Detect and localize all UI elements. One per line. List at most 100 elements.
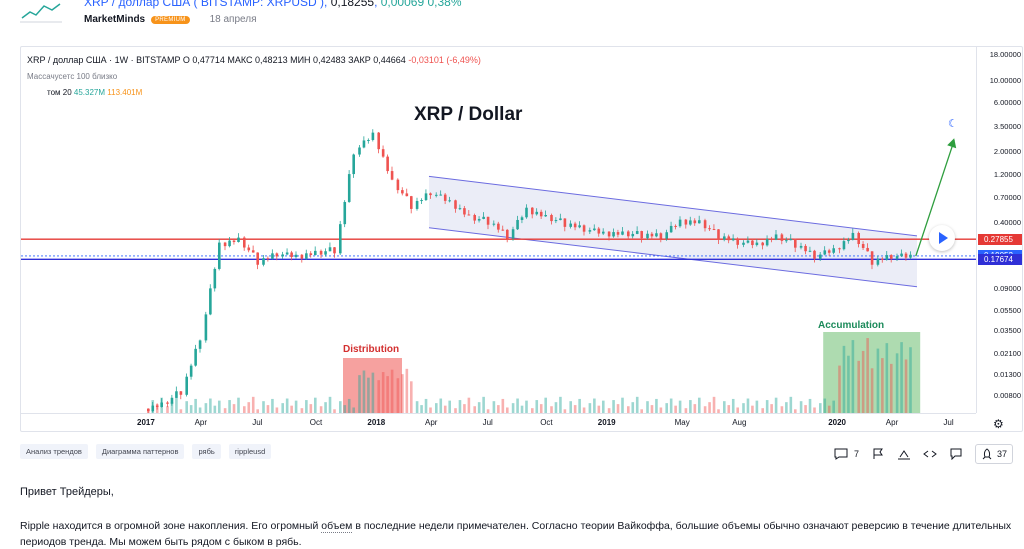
volume-bar [458, 400, 462, 413]
distribution-zone [343, 358, 402, 413]
share-button[interactable] [897, 445, 911, 463]
embed-button[interactable] [923, 445, 937, 463]
like-button[interactable]: 37 [975, 444, 1014, 464]
volume-bar [727, 405, 731, 413]
time-tick: Aug [732, 418, 747, 427]
price-chart[interactable] [21, 47, 976, 413]
volume-bar [755, 400, 759, 413]
candle-body [147, 409, 150, 412]
accumulation-label: Accumulation [818, 320, 885, 331]
candle-body [804, 245, 807, 252]
candle-body [861, 244, 865, 248]
tag-item[interactable]: rippleusd [228, 444, 272, 459]
volume-bar [904, 359, 908, 413]
volume-bar [179, 409, 183, 413]
candle-body [486, 216, 490, 225]
time-tick: 2019 [597, 418, 616, 427]
volume-bar [381, 372, 385, 413]
volume-bar [554, 402, 558, 413]
volume-bar [646, 401, 649, 413]
channel-fill [429, 176, 917, 287]
price-tick: 3.50000 [993, 122, 1021, 132]
candle-body [405, 193, 409, 197]
volume-bar [621, 397, 624, 413]
author-name[interactable]: MarketMinds [84, 14, 146, 25]
volume-bar [832, 400, 835, 413]
candle-body [198, 340, 202, 349]
candle-body [511, 229, 515, 239]
candle-body [765, 239, 769, 246]
candle-body [170, 397, 174, 404]
candle-body [415, 200, 419, 209]
volume-bar [328, 396, 332, 413]
volume-bar [362, 370, 366, 413]
volume-bar [612, 400, 615, 413]
volume-bar [659, 407, 663, 413]
settings-gear-icon[interactable]: ⚙ [993, 417, 1004, 431]
price-tick: 0.70000 [993, 193, 1021, 203]
ohlc-item: ЗАКР 0,44664 [345, 55, 406, 65]
candle-body [204, 314, 208, 341]
volume-bar [424, 398, 428, 413]
tag-item[interactable]: рябь [192, 444, 221, 459]
volume-bar [482, 396, 485, 413]
post-text-link[interactable]: объем [321, 520, 353, 533]
comment-tail-button[interactable] [949, 445, 963, 463]
candle-body [223, 242, 227, 247]
volume-bar [751, 405, 754, 413]
volume-bar [266, 405, 270, 413]
candle-body [612, 232, 615, 237]
tag-item[interactable]: Диаграмма паттернов [95, 444, 185, 459]
volume-bar [271, 398, 274, 413]
candle-body [559, 218, 562, 221]
chart-thumbnail[interactable] [20, 0, 62, 24]
candle-body [458, 208, 462, 210]
chart-widget[interactable]: XRP / доллар США · 1W · BITSTAMP О 0,477… [20, 46, 1023, 432]
tag-item[interactable]: Анализ трендов [20, 444, 88, 459]
volume-bar [838, 365, 841, 413]
volume-value-2: 113.401M [107, 88, 143, 97]
volume-bar [746, 398, 750, 413]
volume-bar [443, 405, 447, 413]
candle-body [358, 147, 361, 155]
candle-body [520, 217, 524, 220]
volume-bar [275, 407, 279, 413]
symbol-link[interactable]: XRP / доллар США ( BITSTAMP: XRPUSD ) [84, 0, 325, 9]
candle-body [347, 174, 351, 202]
volume-bar [889, 363, 893, 413]
candle-body [256, 252, 259, 265]
volume-bar [237, 397, 240, 413]
volume-bar [371, 372, 375, 413]
publish-date: 18 апреля [209, 14, 257, 25]
candle-body [631, 233, 635, 237]
volume-bar [285, 398, 289, 413]
price-badge: 0.17674 [978, 253, 1022, 265]
idea-actions: 7 37 [834, 444, 1014, 464]
candle-body [324, 251, 327, 255]
candle-body [827, 250, 831, 253]
price-tick: 0.09000 [993, 284, 1021, 294]
volume-bar [799, 401, 803, 413]
candle-body [838, 248, 841, 250]
arrow-head [947, 138, 957, 149]
play-forecast-button[interactable] [929, 225, 955, 251]
volume-bar [367, 377, 370, 413]
candle-body [175, 391, 178, 398]
candle-body [492, 223, 496, 225]
time-axis[interactable]: 2017 Apr Jul Oct 2018 Apr Jul Oct 2019 May Aug 2020… [21, 413, 976, 431]
candle-body [659, 233, 663, 239]
volume-bar [723, 401, 726, 413]
candle-body [881, 258, 884, 260]
comments-button[interactable]: 7 [834, 445, 859, 463]
candle-body [842, 241, 846, 250]
volume-bar [842, 345, 846, 413]
candle-body [889, 255, 893, 259]
volume-bar [761, 408, 764, 413]
price-axis[interactable]: 18.00000 10.00000 6.00000 3.50000 2.00000 1.2… [976, 47, 1022, 413]
flag-button[interactable] [871, 445, 885, 463]
candle-body [160, 402, 163, 407]
candle-body [232, 240, 236, 243]
symbol-title[interactable]: XRP / доллар США ( BITSTAMP: XRPUSD ), 0… [84, 0, 462, 9]
candle-body [774, 234, 778, 240]
candle-body [909, 254, 912, 258]
